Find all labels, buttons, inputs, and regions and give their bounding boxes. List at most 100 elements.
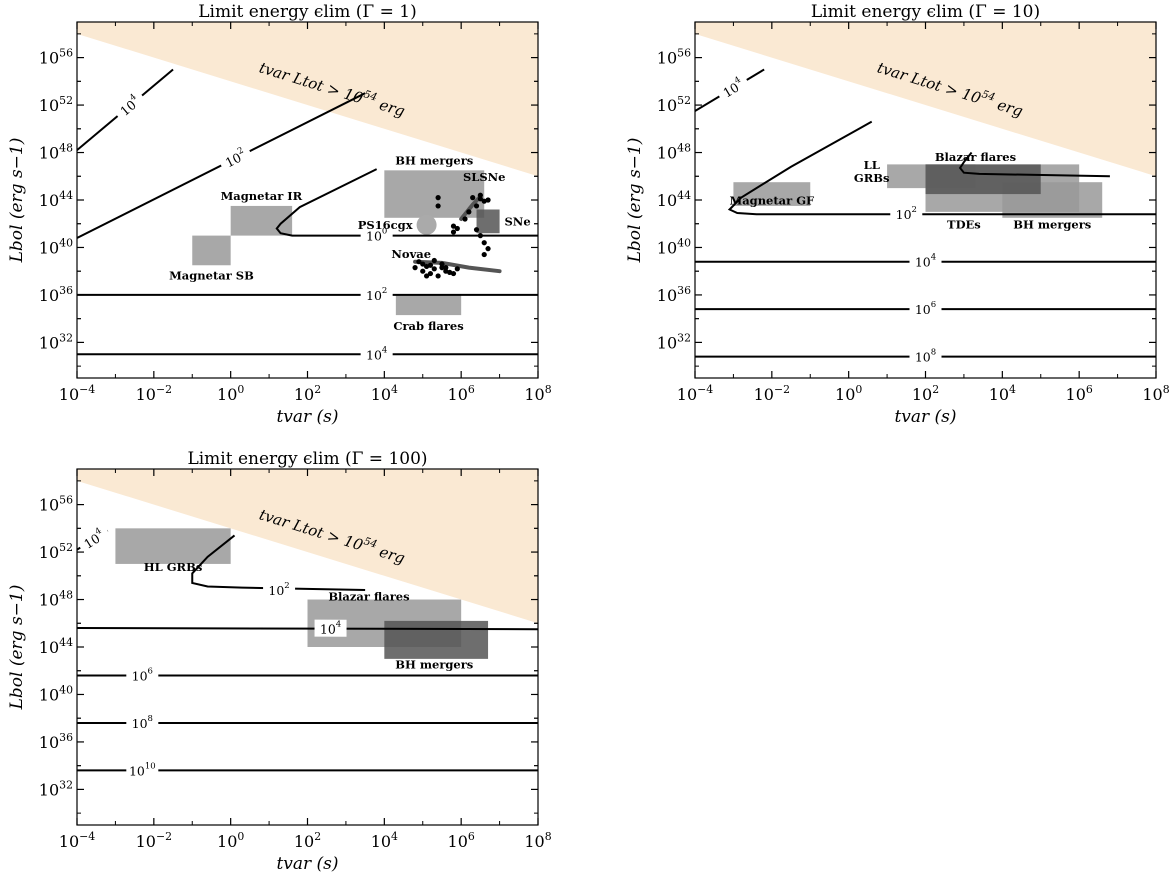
contour-label: 102 (217, 143, 254, 173)
contour-line (191, 534, 366, 592)
track-novae (413, 259, 502, 274)
contour-label: 104 (714, 72, 751, 104)
contour-label-text: 106 (915, 300, 936, 317)
excluded-region (695, 22, 1156, 177)
object-label: SLSNe (463, 170, 506, 184)
data-point (443, 265, 449, 271)
data-point (435, 195, 441, 201)
x-axis-label: tvar (s) (276, 407, 338, 427)
excluded-region (77, 469, 538, 624)
data-point (416, 259, 422, 265)
y-tick-label: 1036 (657, 284, 691, 305)
x-axis-label: tvar (s) (894, 407, 956, 427)
data-point (423, 273, 430, 279)
x-tick-label: 102 (912, 383, 939, 404)
contour-label: 104 (360, 345, 393, 363)
x-tick-label: 100 (217, 383, 244, 404)
contour-label-text: 104 (366, 345, 387, 362)
contour-line (77, 627, 538, 631)
data-point (466, 209, 472, 215)
object-box-sne (476, 209, 500, 234)
contour-label: 106 (126, 666, 159, 684)
chart-title: Limit energy ϵlim (Γ = 100) (187, 449, 427, 469)
contour-label-text: 102 (896, 205, 917, 222)
x-tick-label: 10−4 (677, 383, 713, 404)
data-point (450, 223, 457, 229)
data-point (431, 266, 437, 272)
y-axis-label: Lbol (erg s−1) (625, 138, 645, 264)
data-point (477, 192, 483, 198)
y-tick-label: 1048 (39, 589, 73, 610)
contour-label-text: 102 (222, 146, 249, 171)
object-label: Blazar flares (328, 590, 409, 604)
contour-line (275, 168, 538, 237)
x-tick-label: 100 (835, 383, 862, 404)
object-box-magnetar-gf (733, 182, 811, 206)
data-point (420, 268, 426, 274)
object-label: BH mergers (395, 153, 473, 167)
y-axis-label: Lbol (erg s−1) (7, 585, 27, 711)
chart-title: Limit energy ϵlim (Γ = 1) (198, 2, 416, 22)
data-point (462, 216, 468, 222)
contour-label: 102 (890, 205, 923, 223)
object-label: Magnetar GF (729, 194, 815, 208)
x-tick-label: 102 (294, 383, 321, 404)
y-tick-label: 1044 (39, 189, 73, 210)
y-tick-label: 1032 (39, 778, 73, 799)
x-tick-label: 108 (524, 830, 551, 851)
y-tick-label: 1036 (39, 731, 73, 752)
object-label: LL (864, 158, 880, 172)
y-axis-label: Lbol (erg s−1) (7, 138, 27, 264)
data-point (454, 266, 460, 272)
contour-line (727, 120, 1156, 216)
data-point (420, 261, 426, 267)
contour-line (958, 151, 1110, 178)
object-label: Blazar flares (935, 150, 1016, 164)
data-point (454, 225, 460, 232)
contour-label-text: 102 (366, 286, 387, 303)
contour-label: 102 (360, 285, 393, 303)
data-point (431, 257, 437, 264)
contour-label-text: 104 (80, 526, 107, 552)
chart-title: Limit energy ϵlim (Γ = 10) (811, 2, 1040, 22)
data-point (485, 197, 491, 203)
object-label: Novae (391, 247, 431, 261)
object-box-magnetar-ir (230, 205, 293, 236)
y-tick-label: 1040 (39, 683, 73, 704)
contour-label-text: 108 (132, 714, 153, 731)
data-point (473, 203, 480, 209)
object-label: TDEs (947, 217, 981, 231)
object-label: BH mergers (1013, 217, 1091, 231)
object-label: SNe (505, 214, 531, 228)
contour-label-text: 104 (320, 620, 341, 637)
data-point (435, 203, 441, 209)
contour-label-text: 106 (132, 666, 153, 683)
object-label: HL GRBs (144, 560, 203, 574)
marker-ps16cgx (416, 214, 437, 235)
excluded-region (77, 22, 538, 177)
data-point (485, 246, 491, 252)
contour-label-text: 102 (268, 581, 289, 598)
x-tick-label: 10−2 (754, 383, 790, 404)
data-point (427, 270, 434, 277)
x-axis-label: tvar (s) (276, 854, 338, 872)
contour-label: 104 (314, 619, 347, 637)
contour-label: 108 (126, 713, 159, 731)
data-point (450, 270, 457, 277)
data-point (481, 240, 487, 246)
object-label: Magnetar IR (221, 189, 303, 203)
data-point (439, 261, 445, 267)
object-label: BH mergers (395, 657, 473, 671)
object-box-bh-mergers (384, 620, 489, 659)
object-label: GRBs (854, 171, 890, 185)
y-tick-label: 1040 (657, 236, 691, 257)
contour-label: 100 (360, 226, 393, 244)
x-tick-label: 10−4 (59, 830, 95, 851)
data-point (439, 265, 445, 271)
y-tick-label: 1056 (39, 47, 73, 68)
contour-label-text: 108 (915, 348, 936, 365)
contour-line (77, 92, 366, 239)
